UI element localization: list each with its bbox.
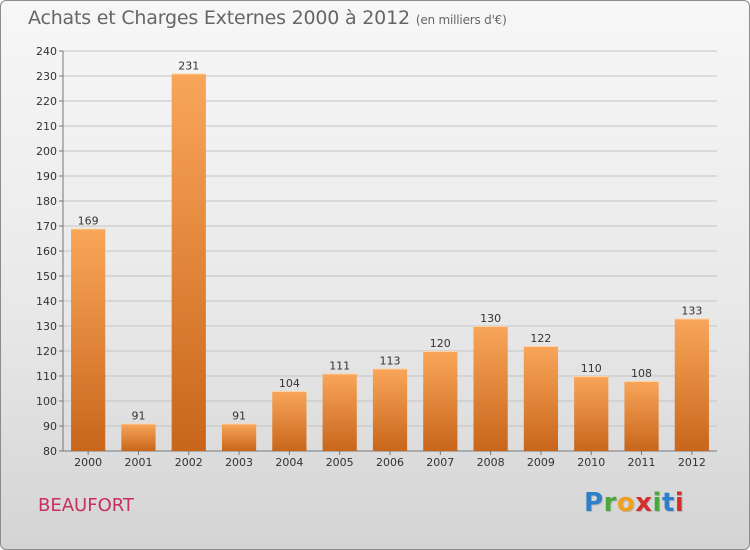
bar-value-label: 113 (380, 355, 401, 368)
y-tick-label: 90 (43, 420, 57, 433)
x-tick-label: 2006 (376, 456, 404, 469)
y-tick-label: 130 (36, 320, 57, 333)
y-tick-label: 160 (36, 245, 57, 258)
bar (624, 381, 659, 451)
chart-title: Achats et Charges Externes 2000 à 2012 (e… (28, 7, 507, 29)
x-tick-label: 2004 (275, 456, 303, 469)
bar-value-label: 130 (480, 312, 501, 325)
x-tick-label: 2009 (527, 456, 555, 469)
bar (473, 326, 508, 451)
bar (574, 376, 609, 451)
bar (523, 346, 559, 451)
x-tick-label: 2010 (577, 456, 605, 469)
bar-value-label: 104 (279, 377, 300, 390)
bar (71, 228, 106, 451)
y-tick-label: 230 (36, 70, 57, 83)
bar (121, 423, 156, 451)
bar (372, 368, 408, 451)
chart-subtitle: (en milliers d'€) (415, 13, 507, 27)
y-tick-label: 220 (36, 95, 57, 108)
logo-letter: o (616, 488, 636, 518)
bar (423, 351, 458, 451)
y-tick-label: 110 (36, 370, 57, 383)
labels: 8090100110120130140150160170180190200210… (36, 45, 706, 469)
bar (221, 423, 257, 451)
x-tick-label: 2000 (74, 456, 102, 469)
bar (322, 373, 357, 451)
y-tick-label: 140 (36, 295, 57, 308)
bar (272, 391, 307, 451)
bar-value-label: 122 (530, 332, 551, 345)
city-name: BEAUFORT (38, 495, 134, 516)
y-tick-label: 170 (36, 220, 57, 233)
x-tick-label: 2012 (678, 456, 706, 469)
y-tick-label: 180 (36, 195, 57, 208)
logo-letter: i (652, 488, 662, 518)
x-tick-label: 2003 (225, 456, 253, 469)
y-tick-label: 200 (36, 145, 57, 158)
x-tick-label: 2011 (628, 456, 656, 469)
y-tick-label: 80 (43, 445, 57, 458)
bar-value-label: 108 (631, 367, 652, 380)
bar-value-label: 110 (581, 362, 602, 375)
x-tick-label: 2008 (477, 456, 505, 469)
y-tick-label: 100 (36, 395, 57, 408)
bar-value-label: 133 (681, 305, 702, 318)
bar-value-label: 91 (232, 410, 246, 423)
x-tick-label: 2007 (426, 456, 454, 469)
bar-value-label: 111 (329, 360, 350, 373)
chart-title-text: Achats et Charges Externes 2000 à 2012 (28, 7, 410, 29)
y-tick-label: 190 (36, 170, 57, 183)
logo-letter: r (603, 488, 617, 518)
bar-value-label: 120 (430, 337, 451, 350)
y-tick-label: 210 (36, 120, 57, 133)
logo-letter: t (661, 488, 675, 518)
y-tick-label: 120 (36, 345, 57, 358)
x-tick-label: 2005 (326, 456, 354, 469)
x-tick-label: 2001 (124, 456, 152, 469)
bar (171, 73, 206, 451)
y-tick-label: 240 (36, 45, 57, 58)
y-tick-label: 150 (36, 270, 57, 283)
proxiti-logo: Proxiti (584, 488, 684, 518)
logo-letter: i (674, 488, 685, 518)
bar-value-label: 169 (78, 215, 99, 228)
bar (674, 318, 709, 451)
bar-value-label: 91 (131, 410, 145, 423)
bar-value-label: 231 (178, 60, 199, 73)
logo-letter: P (584, 488, 604, 518)
x-tick-label: 2002 (175, 456, 203, 469)
bars (71, 73, 709, 451)
logo-letter: x (635, 488, 653, 518)
